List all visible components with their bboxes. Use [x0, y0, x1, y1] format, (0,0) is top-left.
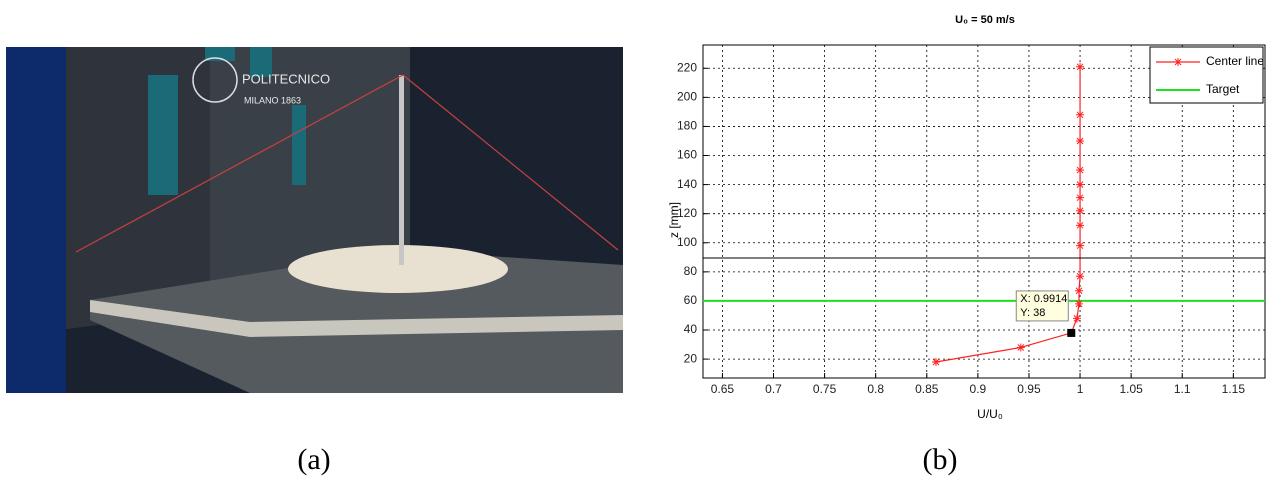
marker	[932, 358, 940, 366]
marker	[1075, 300, 1083, 308]
y-tick-label: 80	[684, 264, 698, 278]
y-tick-label: 20	[684, 351, 698, 365]
marker	[1076, 242, 1084, 250]
marker	[1076, 194, 1084, 202]
photo-text: POLITECNICO	[242, 71, 330, 86]
x-tick-label: 0.85	[915, 382, 939, 396]
y-tick-label: 60	[684, 293, 698, 307]
datatip-marker	[1067, 329, 1075, 337]
figure: POLITECNICO MILANO 1863 (a) (b) U₀ = 50 …	[0, 0, 1266, 479]
photo-text: MILANO 1863	[244, 95, 301, 105]
y-tick-label: 220	[677, 60, 697, 74]
photo: POLITECNICO MILANO 1863	[6, 47, 623, 393]
marker	[1076, 221, 1084, 229]
marker	[1076, 63, 1084, 71]
x-tick-label: 0.95	[1017, 382, 1041, 396]
panel-label: (b)	[923, 443, 958, 476]
x-tick-label: 0.7	[765, 382, 782, 396]
y-tick-label: 40	[684, 322, 698, 336]
x-tick-label: 1.05	[1119, 382, 1143, 396]
x-tick-label: 1	[1077, 382, 1084, 396]
x-tick-label: 0.9	[970, 382, 987, 396]
marker	[1076, 272, 1084, 280]
x-axis-label: U/U₀	[977, 407, 1003, 421]
panel-label: (a)	[297, 443, 330, 476]
datatip-text: X: 0.9914	[1020, 293, 1067, 305]
legend-label: Target	[1206, 82, 1240, 96]
chart-title: U₀ = 50 m/s	[955, 14, 1015, 26]
marker	[1075, 287, 1083, 295]
y-tick-label: 160	[677, 148, 697, 162]
x-tick-label: 1.15	[1222, 382, 1246, 396]
y-tick-label: 180	[677, 119, 697, 133]
y-tick-label: 120	[677, 206, 697, 220]
datatip-text: Y: 38	[1020, 307, 1045, 319]
marker	[1076, 111, 1084, 119]
y-tick-label: 100	[677, 235, 697, 249]
marker	[1174, 58, 1182, 66]
marker	[1017, 343, 1025, 351]
x-tick-label: 0.75	[813, 382, 837, 396]
marker	[1076, 137, 1084, 145]
x-tick-label: 1.1	[1174, 382, 1191, 396]
marker	[1076, 166, 1084, 174]
y-tick-label: 200	[677, 90, 697, 104]
marker	[1073, 314, 1081, 322]
marker	[1076, 181, 1084, 189]
x-tick-label: 0.8	[867, 382, 884, 396]
legend-label: Center line	[1206, 54, 1264, 68]
y-tick-label: 140	[677, 177, 697, 191]
x-tick-label: 0.65	[711, 382, 735, 396]
marker	[1076, 207, 1084, 215]
page: {"panel_labels": ["(a)", "(b)"], "photo"…	[0, 0, 1266, 479]
